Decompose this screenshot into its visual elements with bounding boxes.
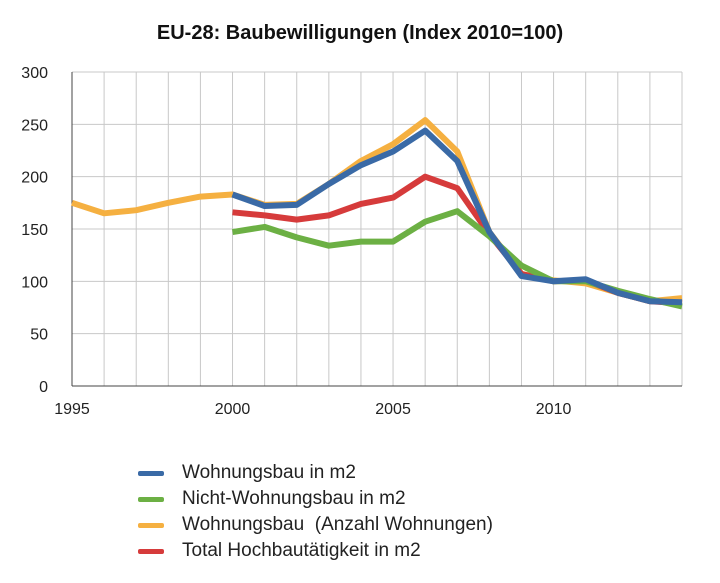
y-tick-label: 50 <box>30 327 48 344</box>
legend-label: Wohnungsbau in m2 <box>182 462 356 483</box>
legend-swatch <box>138 496 164 502</box>
legend-swatch <box>138 470 164 476</box>
legend-label: Wohnungsbau (Anzahl Wohnungen) <box>182 514 493 535</box>
tick-labels: 0 50 100 150 200 250 300 1995 2000 2005 2010 <box>21 65 571 418</box>
series-lines <box>71 117 683 310</box>
legend-item: Wohnungsbau (Anzahl Wohnungen) <box>138 512 493 538</box>
series-line <box>71 117 683 305</box>
legend-label: Nicht-Wohnungsbau in m2 <box>182 488 406 509</box>
x-tick-label: 2005 <box>375 401 411 418</box>
legend-label: Total Hochbautätigkeit in m2 <box>182 540 421 561</box>
y-tick-label: 0 <box>39 379 48 396</box>
x-tick-label: 2010 <box>536 401 572 418</box>
y-tick-label: 100 <box>21 274 48 291</box>
y-tick-label: 150 <box>21 222 48 239</box>
x-tick-label: 1995 <box>54 401 90 418</box>
y-tick-label: 250 <box>21 117 48 134</box>
x-tick-label: 2000 <box>215 401 251 418</box>
legend-item: Total Hochbautätigkeit in m2 <box>138 538 493 564</box>
legend-item: Nicht-Wohnungsbau in m2 <box>138 486 493 512</box>
legend-item: Wohnungsbau in m2 <box>138 460 493 486</box>
chart-title: EU-28: Baubewilligungen (Index 2010=100) <box>156 22 564 44</box>
grid <box>71 71 683 387</box>
legend-swatch <box>138 548 164 554</box>
axes <box>71 72 682 387</box>
series-line <box>231 127 683 306</box>
legend: Wohnungsbau in m2 Nicht-Wohnungsbau in m… <box>138 460 493 564</box>
legend-swatch <box>138 522 164 528</box>
y-tick-label: 200 <box>21 170 48 187</box>
y-tick-label: 300 <box>21 65 48 82</box>
